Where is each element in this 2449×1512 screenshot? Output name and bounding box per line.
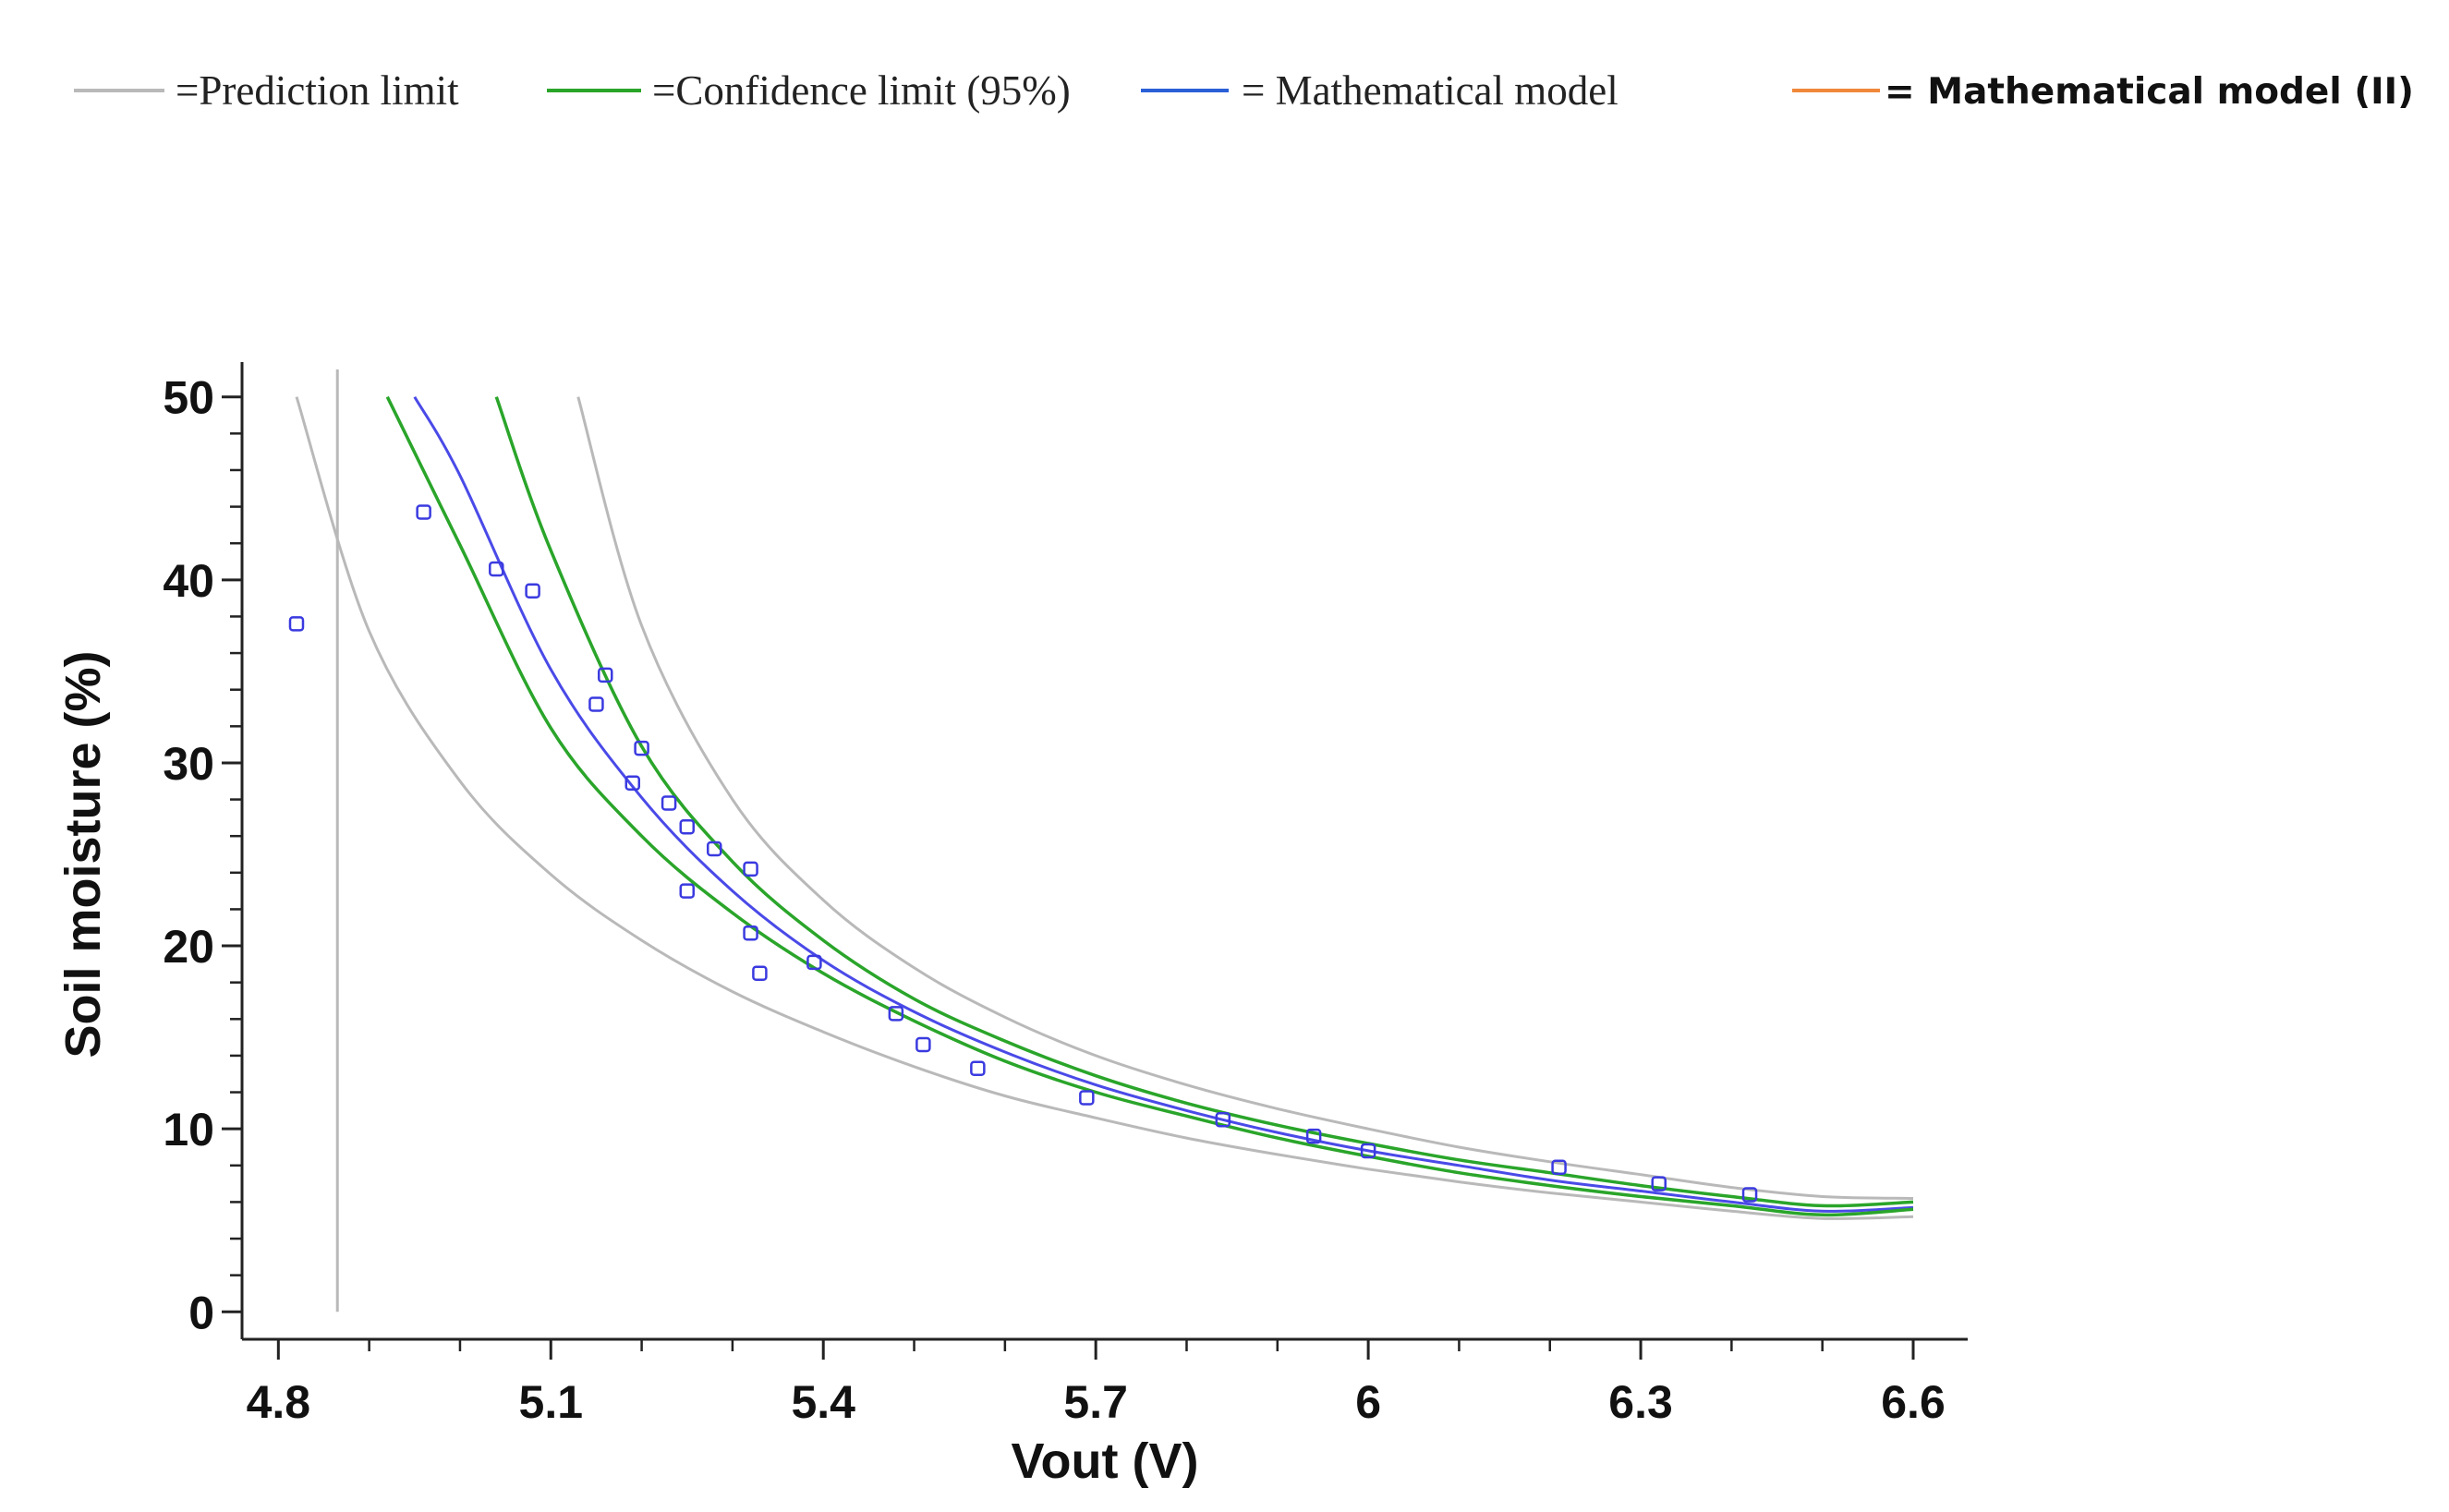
legend-item-model: = Mathematical model [1141,67,1619,114]
legend-label-model: = Mathematical model [1242,67,1619,114]
legend-label-prediction: =Prediction limit [176,67,459,114]
data-point [1360,1143,1376,1159]
data-point [624,775,641,791]
confidence-limit-curve [385,395,1914,1217]
data-point [661,795,677,811]
data-point [598,667,613,683]
data-point [489,561,504,577]
x-tick-label: 5.4 [791,1376,855,1428]
legend-label-model-ii: = Mathematical model (II) [1885,71,2414,113]
data-point [634,740,649,756]
curves [295,395,1914,1220]
y-tick-label: 50 [163,372,214,424]
data-point [1079,1090,1095,1106]
y-tick-label: 40 [163,555,214,607]
data-point [1305,1128,1322,1144]
data-point [743,925,758,941]
data-point [1741,1187,1758,1203]
legend-item-prediction: =Prediction limit [74,67,459,114]
data-point [888,1006,904,1022]
axes: 4.8 5.1 5.4 5.7 6 6.3 6.6 0 10 20 30 40 50 [163,362,1968,1428]
x-tick-label: 5.7 [1063,1376,1128,1428]
data-point [706,841,722,857]
data-point [970,1060,986,1077]
x-tick-label: 5.1 [519,1376,584,1428]
data-point [806,954,822,971]
legend-item-confidence: =Confidence limit (95%) [547,67,1071,114]
y-tick-label: 30 [163,738,214,790]
legend-item-model-ii: = Mathematical model (II) [1792,71,2414,113]
data-point [915,1036,931,1053]
prediction-limit-curve [295,396,1914,1220]
data-point [1651,1176,1667,1191]
x-tick-label: 4.8 [247,1376,311,1428]
legend: =Prediction limit =Confidence limit (95%… [74,67,2414,114]
y-tick-label: 10 [163,1104,214,1155]
y-axis-label: Soil moisture (%) [55,650,111,1058]
data-point [679,819,695,835]
legend-label-confidence: =Confidence limit (95%) [652,67,1071,114]
confidence-limit-curve [494,396,1914,1208]
data-point [743,861,758,877]
data-point [525,583,540,599]
y-tick-label: 20 [163,921,214,973]
data-point [588,696,604,712]
data-point [752,965,768,982]
prediction-limit-curve [576,396,1914,1200]
x-tick-label: 6 [1355,1376,1381,1428]
x-axis-label: Vout (V) [1012,1433,1199,1489]
data-point [416,504,431,520]
data-point [1551,1159,1567,1176]
data-point [1215,1112,1231,1128]
model-curve [413,395,1914,1213]
x-tick-label: 6.3 [1608,1376,1673,1428]
x-tick-label: 6.6 [1881,1376,1946,1428]
data-point [679,883,695,899]
data-point [288,616,305,632]
y-tick-label: 0 [188,1287,214,1338]
data-points [288,504,1758,1203]
